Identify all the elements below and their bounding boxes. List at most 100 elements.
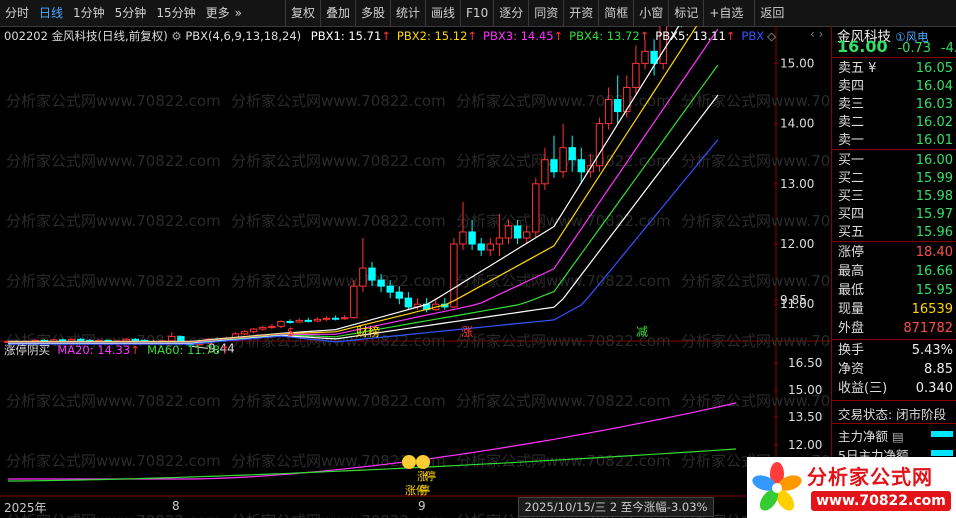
bid-level-1-label: 买一 <box>838 153 865 168</box>
pbx-line-1 <box>8 26 680 343</box>
toolbar-item-14[interactable]: 开资 <box>563 0 598 26</box>
toolbar-item-2[interactable]: 1分钟 <box>73 6 105 20</box>
ask-level-5-value: 16.05 <box>915 61 953 76</box>
ask-level-1: 卖一 16.01 <box>838 131 953 151</box>
badge-text: 停 <box>419 483 430 497</box>
candle-down <box>477 243 485 251</box>
toolbar-item-17[interactable]: 标记 <box>668 0 703 26</box>
logo-title: 分析家公式网 <box>807 465 933 489</box>
candle-up <box>641 50 649 64</box>
list-icon[interactable]: ▤ <box>892 429 904 444</box>
candle-down <box>386 285 394 293</box>
toolbar-item-7[interactable]: 叠加 <box>319 0 355 26</box>
stat2-2: 收益(三) 0.340 <box>838 379 953 399</box>
candle-down <box>131 338 140 341</box>
candle-down <box>395 291 404 299</box>
stat-2-value: 15.95 <box>915 283 953 298</box>
logo-url[interactable]: www.70822.com <box>811 491 951 511</box>
settings-icon[interactable]: ⚙ <box>171 29 182 43</box>
diamond-icon[interactable]: ◇ <box>767 29 776 43</box>
candle-up <box>168 336 176 342</box>
candle-down <box>286 320 294 323</box>
toolbar-item-11[interactable]: F10 <box>460 0 493 26</box>
chart-title: 金风科技(日线,前复权) <box>51 29 168 43</box>
toolbar-item-16[interactable]: 小窗 <box>633 0 668 26</box>
candle-down <box>577 159 585 173</box>
bid-level-2-label: 买二 <box>838 171 865 186</box>
toolbar-item-0[interactable]: 分时 <box>5 6 30 20</box>
y-tick-sub: 16.50 <box>788 356 822 370</box>
candle-down <box>368 267 376 281</box>
watermark-text: 分析家公式网www.70822.com <box>456 332 671 350</box>
candle-up <box>659 26 667 64</box>
toolbar-item-3[interactable]: 5分钟 <box>114 6 147 20</box>
pbx-legend-3: PBX3: 14.45 <box>483 29 554 43</box>
toolbar-item-15[interactable]: 简框 <box>598 0 633 26</box>
last-price: 16.00 <box>837 37 888 56</box>
candle-up <box>68 338 76 342</box>
watermark-text: 分析家公式网www.70822.com <box>6 212 221 230</box>
watermark-text: 分析家公式网www.70822.com <box>231 212 446 230</box>
cursor-info-box: 2025/10/15/三 2 至今涨幅-3.03% <box>518 497 714 517</box>
toolbar-item-6[interactable]: 复权 <box>284 0 320 26</box>
toolbar-item-10[interactable]: 画线 <box>425 0 460 26</box>
candle-down <box>550 159 558 173</box>
y-tick-main: 11.00 <box>780 297 814 311</box>
toolbar-item-13[interactable]: 同资 <box>528 0 563 26</box>
watermark-text: 分析家公式网www.70822.com <box>6 512 221 518</box>
ask-level-3: 卖三 16.03 <box>838 95 953 115</box>
bid-level-4: 买四 15.97 <box>838 205 953 225</box>
watermark-text: 分析家公式网www.70822.com <box>681 272 831 290</box>
pbx-up-arrow-icon: ↑ <box>381 29 391 43</box>
candle-up <box>486 243 495 251</box>
pbx-legend-2: PBX2: 15.12 <box>396 29 468 43</box>
watermark-text: 分析家公式网www.70822.com <box>456 92 671 110</box>
toolbar-item-19[interactable]: 返回 <box>754 0 789 26</box>
watermark-text: 分析家公式网www.70822.com <box>681 92 831 110</box>
candle-up <box>313 318 322 322</box>
ask-level-1-label: 卖一 <box>838 133 865 148</box>
watermark-text: 分析家公式网www.70822.com <box>231 392 446 410</box>
watermark-text: 分析家公式网www.70822.com <box>681 152 831 170</box>
watermark-text: 分析家公式网www.70822.com <box>681 392 831 410</box>
candle-up <box>459 231 467 245</box>
more-chevron-icon[interactable]: » <box>234 6 242 20</box>
sub-title[interactable]: 涨停阴买 <box>4 343 50 357</box>
candle-down <box>404 297 413 308</box>
site-logo: 分析家公式网 www.70822.com <box>747 457 956 518</box>
stock-code: 002202 <box>4 29 48 43</box>
limit-up-badge-icon <box>402 455 416 469</box>
watermark-text: 分析家公式网www.70822.com <box>231 272 446 290</box>
year-label: 2025年 <box>4 501 47 515</box>
toolbar-item-8[interactable]: 多股 <box>354 0 390 26</box>
toolbar-item-4[interactable]: 15分钟 <box>156 6 196 20</box>
legend-nav-icons[interactable]: ‹ › <box>810 27 824 41</box>
candle-up <box>623 86 631 113</box>
indicator-name[interactable]: PBX(4,6,9,13,18,24) <box>185 29 302 43</box>
ma20-up-arrow-icon: ↑ <box>130 343 140 357</box>
kline-chart[interactable]: 分析家公式网www.70822.com 分析家公式网www.70822.com 分析… <box>0 26 831 518</box>
bid-level-4-value: 15.97 <box>915 207 953 222</box>
bid-level-1: 买一 16.00 <box>838 151 953 171</box>
toolbar-item-12[interactable]: 逐分 <box>493 0 528 26</box>
y-tick-main: 13.00 <box>780 177 814 191</box>
stock-name: 金风科技 <box>837 29 891 45</box>
candle-up <box>322 317 331 320</box>
candle-down <box>304 319 313 322</box>
candle-up <box>341 317 349 320</box>
candle-up <box>268 325 276 328</box>
stat-3: 现量 16539 <box>838 300 953 320</box>
sector-flag[interactable]: ①风电 <box>895 30 929 44</box>
toolbar-item-1[interactable]: 日线 <box>39 6 64 20</box>
candle-down <box>468 231 476 245</box>
stat-4-value: 871782 <box>903 321 953 336</box>
main-chart-legend: 002202 金风科技(日线,前复权) ⚙ PBX(4,6,9,13,18,24… <box>4 28 776 44</box>
main-net-label: 主力净额 <box>838 429 889 444</box>
watermark-text: 分析家公式网www.70822.com <box>6 272 221 290</box>
month-label-8: 8 <box>172 499 180 513</box>
toolbar-item-5[interactable]: 更多 <box>205 6 230 20</box>
toolbar-item-9[interactable]: 统计 <box>390 0 425 26</box>
toolbar-item-18[interactable]: +自选 <box>703 0 748 26</box>
stat-0-label: 涨停 <box>838 245 865 260</box>
candle-up <box>295 319 303 323</box>
